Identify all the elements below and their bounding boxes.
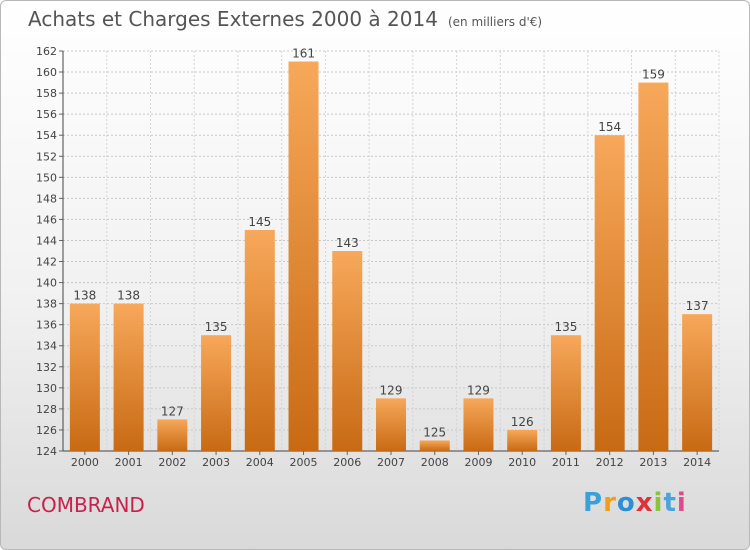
- y-tick-label: 140: [36, 277, 57, 290]
- value-label-2006: 143: [336, 236, 359, 250]
- bar-2007: [376, 398, 406, 451]
- bar-2011: [550, 335, 581, 451]
- x-tick-label: 2009: [464, 456, 492, 469]
- x-tick-label: 2001: [115, 456, 143, 469]
- y-tick-label: 160: [36, 66, 57, 79]
- x-tick-label: 2003: [202, 456, 230, 469]
- value-label-2011: 135: [554, 320, 577, 334]
- y-tick-labels: 124 126 128 130 132 134 136 138 140 142 144 146 148 1…: [36, 45, 57, 458]
- bar-2012: [594, 135, 625, 452]
- logo-letter: r: [603, 488, 617, 518]
- x-tick-label: 2007: [377, 456, 405, 469]
- value-label-2014: 137: [686, 299, 709, 313]
- y-tick-label: 162: [36, 45, 57, 58]
- value-label-2004: 145: [248, 215, 271, 229]
- y-tick-label: 134: [36, 340, 57, 353]
- y-tick-label: 146: [36, 213, 57, 226]
- value-label-2002: 127: [161, 404, 184, 418]
- x-tick-labels: 2000 2001 2002 2003 2004 2005 2006 2007 2008 2009…: [71, 456, 711, 469]
- y-tick-label: 136: [36, 319, 57, 332]
- x-tick-label: 2010: [508, 456, 536, 469]
- bar-2009: [463, 398, 494, 451]
- bar-2001: [113, 303, 144, 451]
- value-label-2013: 159: [642, 68, 665, 82]
- bar-2005: [288, 61, 319, 452]
- logo-letter: o: [616, 488, 636, 518]
- y-tick-label: 128: [36, 403, 57, 416]
- value-label-2010: 126: [511, 415, 534, 429]
- bar-2000: [69, 303, 100, 451]
- x-tick-label: 2000: [71, 456, 99, 469]
- y-tick-label: 158: [36, 87, 57, 100]
- logo-letter: x: [635, 488, 654, 518]
- bar-2013: [638, 82, 669, 451]
- bar-2006: [332, 251, 363, 451]
- value-labels: 138 138 127 135 145 161 143 129 125 129 126 135 154 1…: [73, 47, 708, 440]
- y-tick-label: 126: [36, 424, 57, 437]
- y-tick-label: 132: [36, 361, 57, 374]
- value-label-2001: 138: [117, 289, 140, 303]
- x-tick-label: 2014: [683, 456, 711, 469]
- bars: [69, 61, 713, 452]
- y-tick-label: 144: [36, 234, 57, 247]
- logo-letter: P: [583, 488, 604, 518]
- logo-letter: i: [653, 488, 664, 518]
- value-label-2012: 154: [598, 120, 621, 134]
- x-tick-label: 2006: [333, 456, 361, 469]
- x-tick-label: 2002: [158, 456, 186, 469]
- y-tick-label: 156: [36, 108, 57, 121]
- bar-2014: [682, 314, 713, 451]
- y-tick-label: 138: [36, 298, 57, 311]
- bar-2004: [244, 229, 275, 451]
- x-tick-label: 2012: [596, 456, 624, 469]
- value-label-2008: 125: [423, 425, 446, 439]
- x-tick-label: 2011: [552, 456, 580, 469]
- y-tick-label: 142: [36, 256, 57, 269]
- x-tick-label: 2005: [290, 456, 318, 469]
- x-tick-label: 2004: [246, 456, 274, 469]
- bar-2002: [157, 419, 188, 451]
- y-tick-label: 124: [36, 445, 57, 458]
- x-tick-label: 2008: [421, 456, 449, 469]
- value-label-2000: 138: [73, 289, 96, 303]
- commune-name: COMBRAND: [27, 493, 145, 517]
- bar-2008: [419, 440, 450, 451]
- y-tick-label: 148: [36, 192, 57, 205]
- chart-title-text: Achats et Charges Externes 2000 à 2014: [28, 7, 438, 31]
- y-tick-label: 130: [36, 382, 57, 395]
- bar-2003: [201, 335, 232, 451]
- logo-letter: i: [676, 488, 687, 518]
- value-label-2009: 129: [467, 383, 490, 397]
- bar-2010: [507, 429, 538, 451]
- proxiti-logo: Proxiti: [583, 488, 687, 518]
- chart-unit: (en milliers d'€): [447, 15, 543, 29]
- value-label-2005: 161: [292, 47, 315, 61]
- y-tick-label: 154: [36, 129, 57, 142]
- value-label-2007: 129: [380, 383, 403, 397]
- y-tick-label: 152: [36, 150, 57, 163]
- value-label-2003: 135: [205, 320, 228, 334]
- chart-title: Achats et Charges Externes 2000 à 2014 (e…: [28, 7, 542, 31]
- x-tick-label: 2013: [639, 456, 667, 469]
- y-tick-label: 150: [36, 171, 57, 184]
- logo-letter: t: [663, 488, 677, 518]
